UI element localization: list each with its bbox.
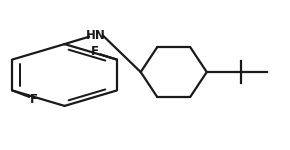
Text: F: F [91,45,99,58]
Text: F: F [30,93,38,106]
Text: HN: HN [86,30,106,42]
